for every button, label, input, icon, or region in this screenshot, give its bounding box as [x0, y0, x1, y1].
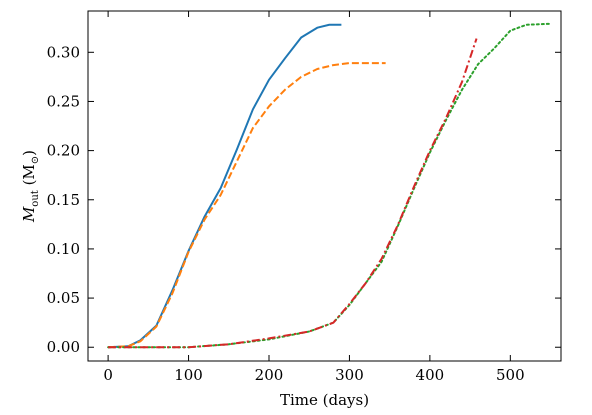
x-tick-label: 500	[496, 366, 525, 384]
y-tick-label: 0.10	[47, 240, 80, 258]
y-tick-label: 0.30	[47, 43, 80, 61]
series-line-2	[108, 62, 386, 349]
y-tick-label: 0.20	[47, 142, 80, 160]
y-axis-title-unit-subscript: ⊙	[30, 156, 41, 164]
y-tick-label: 0.25	[47, 92, 80, 110]
ticks-layer: 0 100 200 300 400 500 0.00 0.05 0.10 0.15 0.20 0.25…	[47, 11, 561, 384]
x-tick-label: 200	[255, 366, 284, 384]
y-tick-label: 0.00	[47, 338, 80, 356]
x-tick-label: 300	[335, 366, 364, 384]
y-axis-title-subscript: out	[30, 190, 41, 206]
x-tick-label: 100	[174, 366, 203, 384]
y-axis-title: Mout (M⊙)	[20, 150, 41, 223]
series-line-3	[107, 22, 552, 349]
x-tick-label: 400	[416, 366, 445, 384]
series-line-4	[108, 38, 478, 349]
y-tick-label: 0.05	[47, 289, 80, 307]
y-axis-title-unit-close: )	[20, 150, 38, 156]
y-axis-title-unit-open: (M	[20, 164, 38, 190]
plot-frame	[87, 10, 562, 362]
x-axis-title: Time (days)	[280, 391, 369, 409]
y-axis-title-symbol: M	[20, 206, 38, 223]
x-tick-label: 0	[103, 366, 113, 384]
series-layer	[107, 22, 552, 349]
y-tick-label: 0.15	[47, 191, 80, 209]
